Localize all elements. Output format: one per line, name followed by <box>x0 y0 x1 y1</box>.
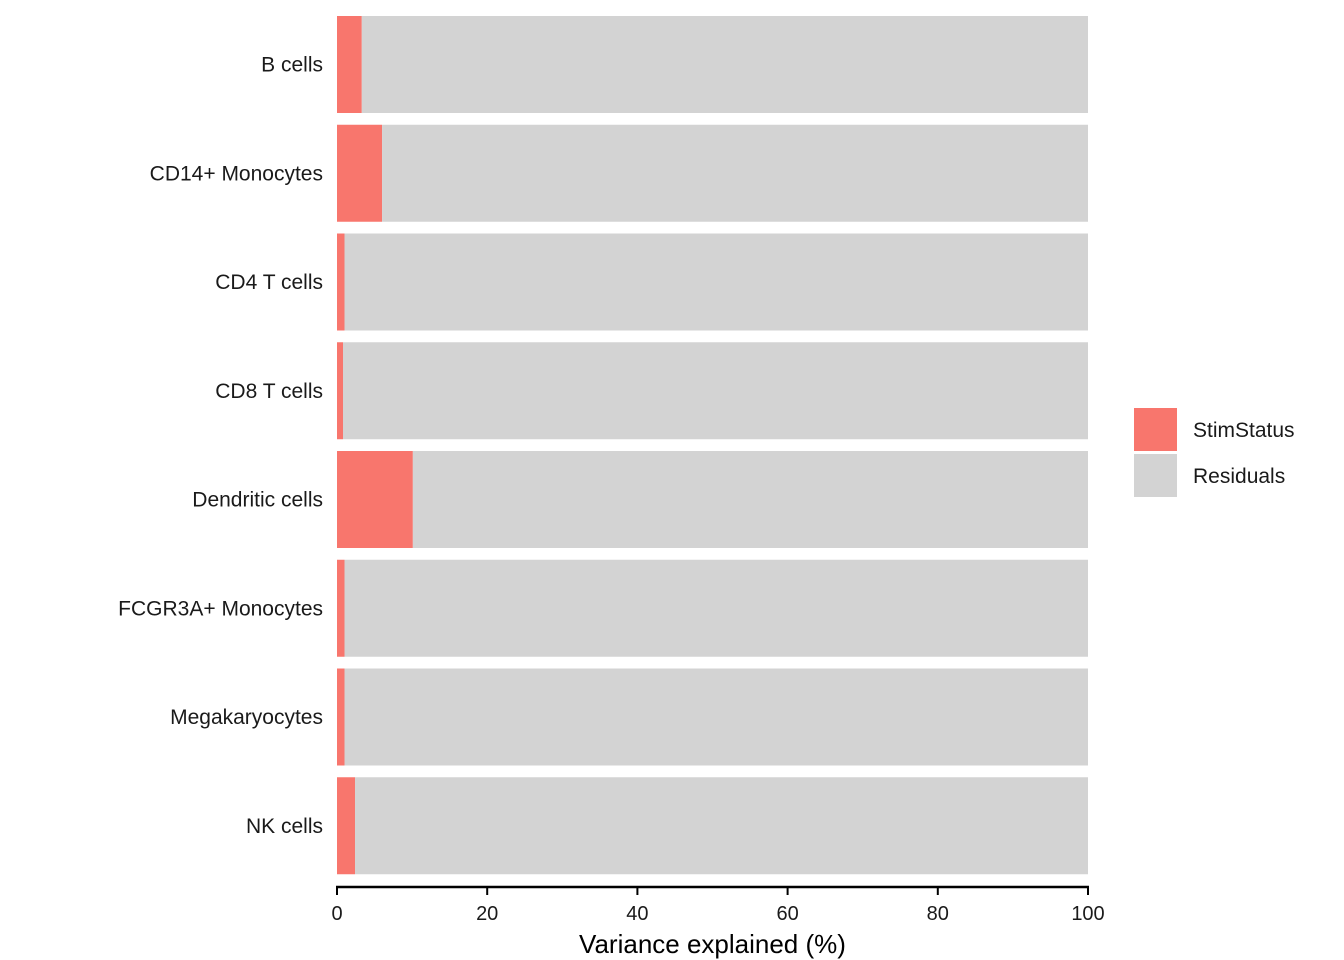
bar-residuals-0 <box>361 16 1089 113</box>
bar-stimstatus-5 <box>337 559 345 657</box>
bar-residuals-6 <box>344 668 1088 766</box>
category-labels: B cells CD14+ Monocytes CD4 T cells CD8 T c… <box>118 54 323 838</box>
x-tick-label: 20 <box>476 903 498 925</box>
bar-stimstatus-3 <box>337 342 344 440</box>
x-tick-label: 40 <box>626 903 648 925</box>
x-tick-label: 80 <box>927 903 949 925</box>
x-tick-label: 60 <box>776 903 798 925</box>
legend-label-stimstatus: StimStatus <box>1193 419 1295 442</box>
x-ticks: 0 20 40 60 80 100 <box>331 887 1105 925</box>
bar-residuals-5 <box>344 559 1088 657</box>
bar-residuals-2 <box>344 233 1088 331</box>
bar-residuals-1 <box>382 124 1088 222</box>
legend-swatch-stimstatus <box>1134 408 1177 451</box>
bar-residuals-7 <box>355 777 1088 875</box>
category-label: CD14+ Monocytes <box>150 162 323 185</box>
category-label: CD8 T cells <box>215 380 323 403</box>
bar-residuals-3 <box>343 342 1088 440</box>
category-label: Megakaryocytes <box>170 706 323 729</box>
bar-stimstatus-4 <box>337 451 413 548</box>
bar-stimstatus-7 <box>337 777 356 875</box>
legend: StimStatus Residuals <box>1134 408 1295 497</box>
category-label: CD4 T cells <box>215 271 323 294</box>
bar-stimstatus-1 <box>337 124 383 222</box>
legend-swatch-residuals <box>1134 454 1177 497</box>
bar-stimstatus-6 <box>337 668 345 766</box>
category-label: NK cells <box>246 815 323 838</box>
bar-stimstatus-0 <box>337 16 362 113</box>
x-tick-label: 100 <box>1071 903 1104 925</box>
bar-residuals-4 <box>412 451 1088 548</box>
category-label: B cells <box>261 54 323 77</box>
category-label: Dendritic cells <box>192 489 323 512</box>
bar-stimstatus-2 <box>337 233 345 331</box>
legend-label-residuals: Residuals <box>1193 465 1285 488</box>
bars-group <box>337 16 1089 875</box>
category-label: FCGR3A+ Monocytes <box>118 597 323 620</box>
x-axis-title: Variance explained (%) <box>579 929 846 959</box>
x-tick-label: 0 <box>331 903 342 925</box>
